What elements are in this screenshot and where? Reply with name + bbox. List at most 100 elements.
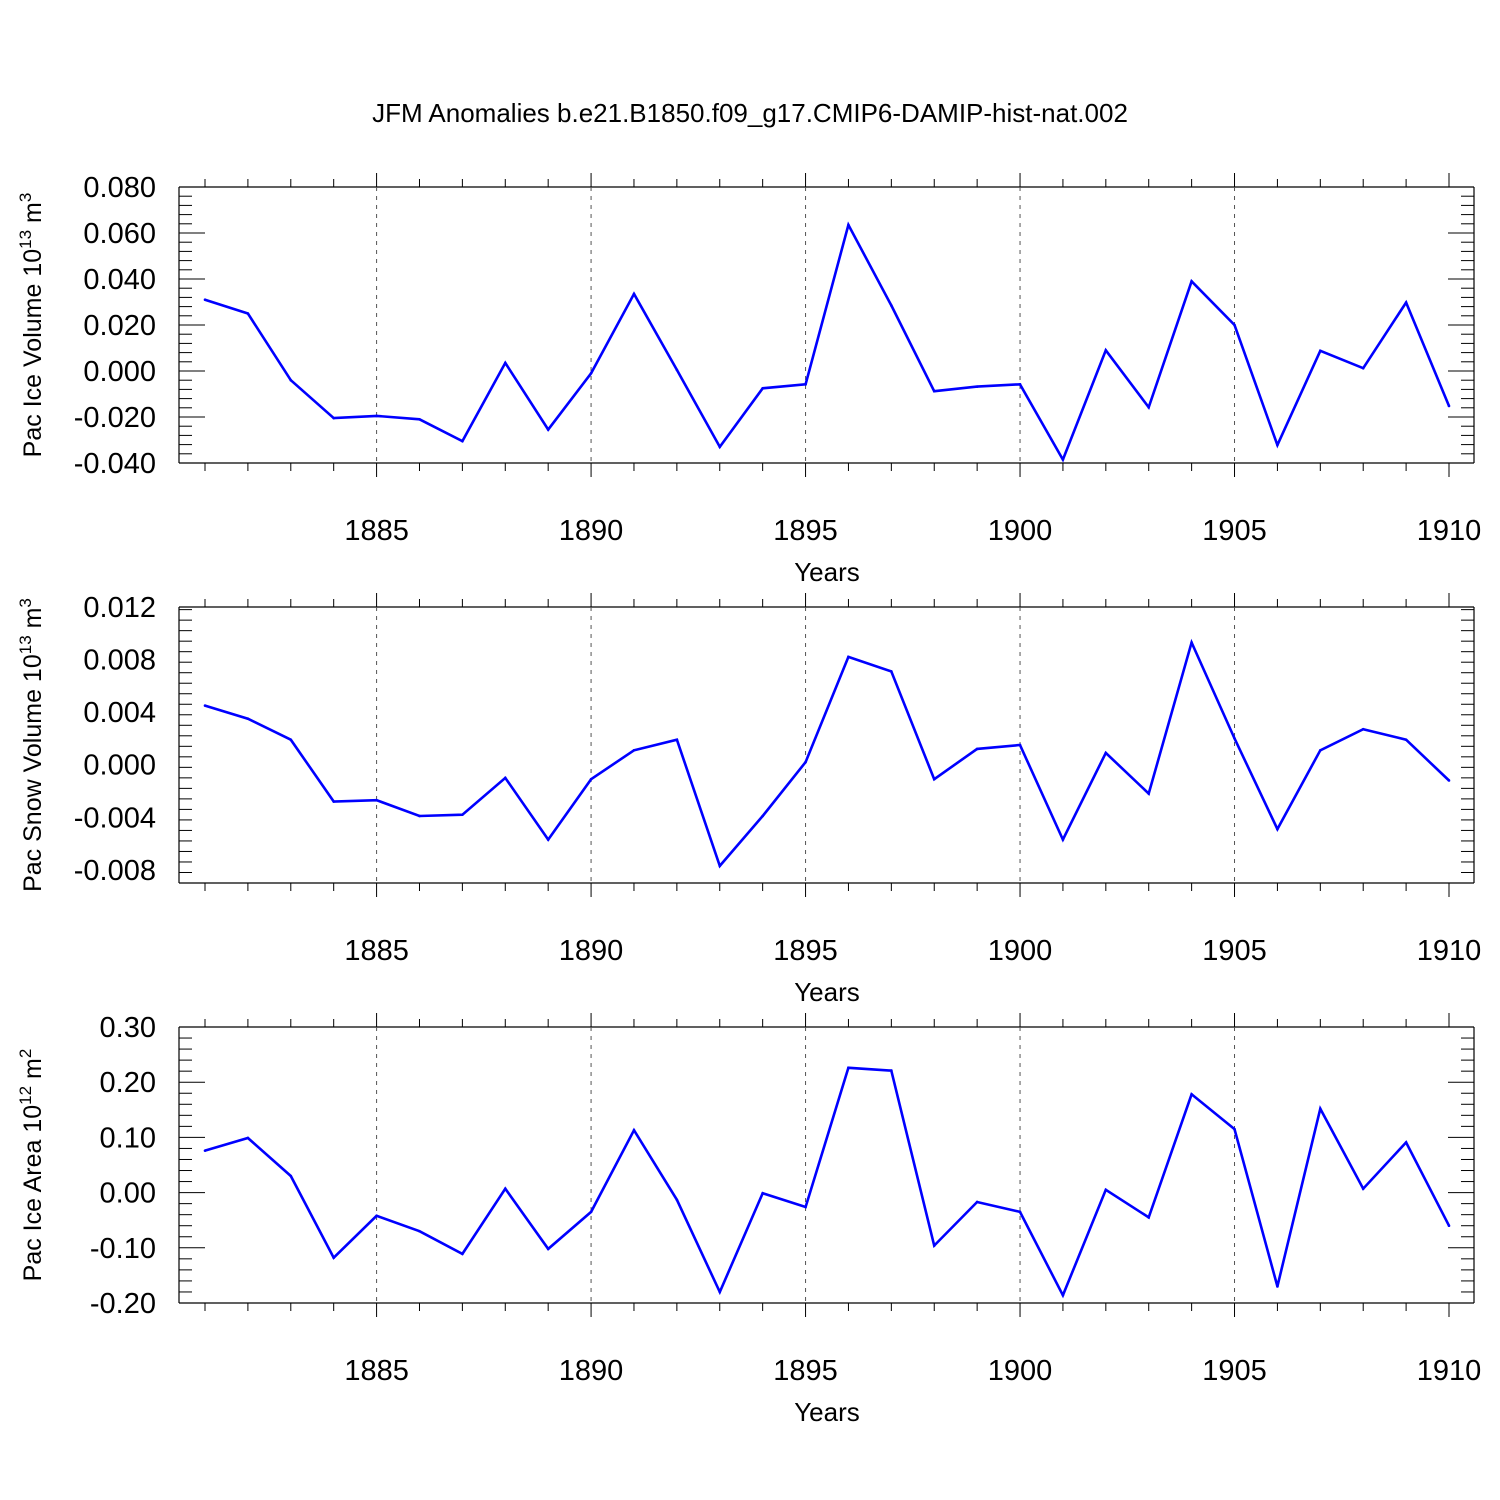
x-tick-label: 1890 (559, 1355, 624, 1387)
data-point (1276, 1285, 1279, 1288)
data-point (246, 717, 250, 721)
y-axis-label: Pac Snow Volume 1013 m3 (16, 598, 47, 892)
data-point (289, 378, 293, 382)
x-axis-label: Years (794, 977, 860, 1007)
data-point (975, 1200, 979, 1204)
data-point (632, 1128, 636, 1132)
data-point (761, 1191, 764, 1195)
x-tick-label: 1890 (559, 935, 624, 967)
data-point (1190, 280, 1193, 283)
data-point (932, 389, 936, 393)
data-point (890, 1069, 893, 1072)
x-tick-label: 1900 (988, 1355, 1053, 1387)
data-point (246, 1136, 250, 1140)
data-point (975, 747, 979, 751)
data-point (1404, 738, 1408, 742)
data-point (246, 312, 250, 315)
data-point (1190, 1093, 1193, 1096)
data-point (1276, 827, 1279, 831)
data-point (1147, 1216, 1151, 1219)
data-point (461, 439, 464, 443)
x-tick-label: 1905 (1202, 1355, 1267, 1387)
data-point (503, 776, 507, 780)
y-tick-label: 0.008 (83, 645, 156, 677)
data-point (1361, 1187, 1365, 1191)
chart-panel-snow-volume: 1885 1890 1895 1900 1905 1910 -0.008 -0.004 0.00… (16, 592, 1481, 1007)
x-tick-label: 1910 (1417, 935, 1482, 967)
data-point (1061, 838, 1065, 841)
data-point (932, 777, 936, 781)
x-tick-label: 1910 (1417, 515, 1482, 547)
data-point (418, 814, 421, 818)
y-tick-label: -0.004 (74, 802, 156, 834)
y-axis-label: Pac Ice Volume 1013 m3 (16, 193, 47, 458)
data-point (375, 414, 378, 418)
data-point (203, 1149, 207, 1152)
y-tick-label: 0.060 (83, 218, 156, 250)
data-point (1447, 1224, 1451, 1228)
data-point (589, 1210, 593, 1214)
data-point (1018, 743, 1022, 747)
y-tick-label: -0.040 (74, 448, 156, 480)
data-point (890, 670, 893, 673)
y-axis-label: Pac Ice Area 1012 m2 (16, 1049, 47, 1282)
data-point (1233, 737, 1236, 740)
data-point (1276, 443, 1279, 447)
data-point (461, 1252, 464, 1256)
y-tick-label: 0.080 (83, 172, 156, 204)
x-tick-label: 1895 (773, 1355, 838, 1387)
data-point (1104, 349, 1108, 352)
data-point (1361, 727, 1365, 731)
y-tick-label: -0.020 (74, 402, 156, 434)
y-tick-label: 0.012 (83, 592, 156, 624)
data-point (1361, 366, 1365, 370)
data-point (1147, 792, 1151, 795)
data-point (203, 298, 207, 302)
data-point (804, 1205, 807, 1209)
data-point (675, 1198, 679, 1202)
data-point (761, 814, 764, 818)
data-point (1104, 1188, 1108, 1192)
data-point (847, 655, 850, 659)
data-point (289, 1174, 293, 1178)
data-point (1104, 751, 1108, 755)
data-point (1319, 748, 1322, 752)
y-tick-label: 0.040 (83, 264, 156, 296)
data-point (1233, 1127, 1236, 1131)
data-point (461, 813, 464, 816)
chart-panel-ice-area: 1885 1890 1895 1900 1905 1910 -0.20 -0.10 0.00 0.… (16, 1012, 1481, 1427)
data-point (718, 864, 722, 868)
x-tick-label: 1895 (773, 515, 838, 547)
data-point (589, 777, 593, 781)
data-point (1319, 349, 1322, 353)
data-point (804, 383, 807, 386)
data-point (1190, 641, 1193, 644)
data-point (332, 800, 335, 803)
data-point (289, 738, 293, 742)
data-point (1233, 323, 1236, 327)
data-point (418, 1229, 421, 1233)
data-point (375, 1214, 378, 1218)
data-point (418, 418, 421, 421)
data-point (1061, 458, 1065, 461)
data-point (332, 1256, 335, 1260)
y-tick-label: 0.020 (83, 310, 156, 342)
data-point (675, 368, 679, 372)
series-line (204, 638, 1450, 869)
data-point (890, 304, 893, 307)
x-tick-label: 1900 (988, 935, 1053, 967)
data-point (675, 738, 679, 742)
series-line (204, 1066, 1451, 1299)
data-point (375, 798, 378, 802)
y-tick-label: 0.10 (100, 1122, 156, 1154)
data-point (1147, 406, 1151, 409)
y-tick-label: 0.000 (83, 356, 156, 388)
figure-title: JFM Anomalies b.e21.B1850.f09_g17.CMIP6-… (372, 98, 1128, 128)
y-tick-label: 0.30 (100, 1012, 156, 1044)
data-point (1404, 1141, 1408, 1144)
x-tick-label: 1910 (1417, 1355, 1482, 1387)
y-tick-label: 0.00 (100, 1178, 156, 1210)
data-point (546, 838, 550, 841)
data-point (546, 1247, 550, 1251)
